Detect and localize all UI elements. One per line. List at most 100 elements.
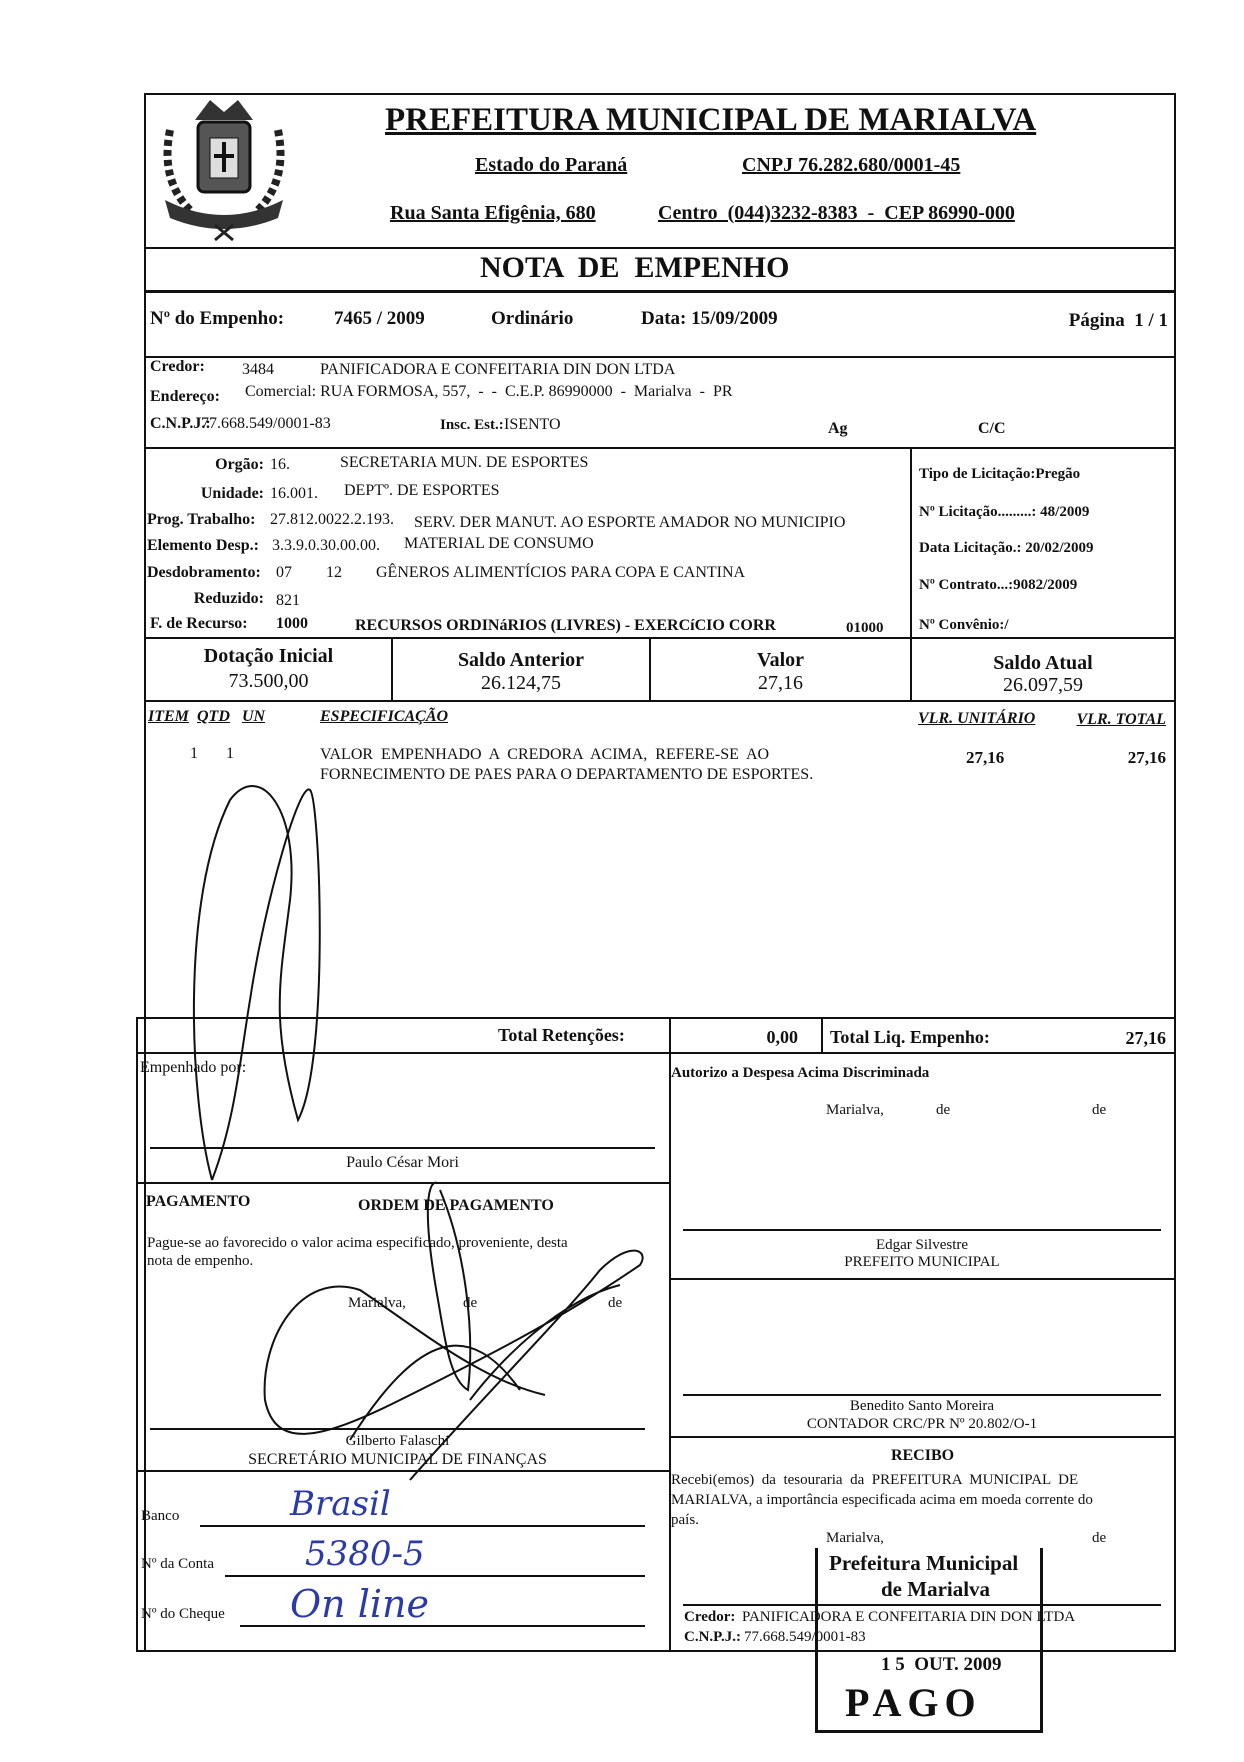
prog-label: Prog. Trabalho: bbox=[147, 511, 256, 528]
conta-value[interactable]: 5380-5 bbox=[305, 1534, 425, 1574]
item-qtd: 1 bbox=[226, 745, 234, 762]
cheque-value[interactable]: On line bbox=[290, 1582, 429, 1626]
pagamento-text2: nota de empenho. bbox=[147, 1253, 254, 1269]
recurso-value: 1000 bbox=[276, 615, 308, 632]
mayor-name: Edgar Silvestre bbox=[875, 1237, 969, 1253]
saldo-label-anterior: Saldo Anterior bbox=[457, 649, 585, 671]
cnpj-value: 77.668.549/0001-83 bbox=[201, 415, 331, 432]
col-item: ITEM bbox=[148, 708, 189, 725]
item-spec-line2: FORNECIMENTO DE PAES PARA O DEPARTAMENTO… bbox=[320, 766, 814, 783]
cheque-label: Nº do Cheque bbox=[141, 1606, 225, 1622]
autorizo-de2: de bbox=[1092, 1102, 1107, 1118]
saldo-value-atual: 26.097,59 bbox=[1003, 674, 1083, 696]
licitacao-numero: Nº Licitação.........: 48/2009 bbox=[919, 504, 1090, 520]
saldo-value-anterior: 26.124,75 bbox=[481, 672, 561, 694]
desdobramento-label: Desdobramento: bbox=[147, 564, 261, 581]
desdobramento-b: 12 bbox=[326, 564, 342, 581]
stamp-border bbox=[815, 1548, 1043, 1733]
paid-stamp: Prefeitura Municipal de Marialva 1 5 OUT… bbox=[815, 1548, 1045, 1738]
total-retencoes-label: Total Retenções: bbox=[498, 1025, 625, 1045]
stamp-date: 1 5 OUT. 2009 bbox=[881, 1654, 1002, 1675]
licitacao-tipo: Tipo de Licitação:Pregão bbox=[919, 466, 1081, 482]
document-title: NOTA DE EMPENHO bbox=[480, 251, 790, 284]
orgao-desc: SECRETARIA MUN. DE ESPORTES bbox=[340, 454, 589, 471]
elemento-desc: MATERIAL DE CONSUMO bbox=[404, 535, 594, 552]
recibo-text3: país. bbox=[671, 1512, 699, 1528]
ag-label: Ag bbox=[828, 420, 848, 437]
total-liq-label: Total Liq. Empenho: bbox=[830, 1027, 990, 1047]
desdobramento-desc: GÊNEROS ALIMENTÍCIOS PARA COPA E CANTINA bbox=[376, 564, 746, 581]
total-liq-value: 27,16 bbox=[1125, 1028, 1167, 1048]
stamp-paid: PAGO bbox=[845, 1680, 982, 1725]
pagamento-label: PAGAMENTO bbox=[146, 1193, 251, 1210]
elemento-label: Elemento Desp.: bbox=[147, 537, 259, 554]
recibo-text1: Recebi(emos) da tesouraria da PREFEITURA… bbox=[671, 1472, 1079, 1488]
autorizo-city: Marialva, bbox=[826, 1102, 884, 1118]
recurso-label: F. de Recurso: bbox=[150, 615, 248, 632]
saldo-value-dotacao: 73.500,00 bbox=[228, 670, 309, 692]
pagamento-text1: Pague-se ao favorecido o valor acima esp… bbox=[147, 1235, 568, 1251]
unidade-value: 16.001. bbox=[270, 485, 318, 502]
cc-label: C/C bbox=[978, 420, 1006, 437]
desdobramento-a: 07 bbox=[276, 564, 292, 581]
municipal-coat-of-arms-logo bbox=[150, 90, 298, 242]
col-un: UN bbox=[242, 708, 266, 725]
credor-name: PANIFICADORA E CONFEITARIA DIN DON LTDA bbox=[320, 361, 676, 378]
contador-name: Benedito Santo Moreira bbox=[849, 1398, 995, 1414]
pagamento-signer-title: SECRETÁRIO MUNICIPAL DE FINANÇAS bbox=[248, 1451, 547, 1468]
header-cnpj: CNPJ 76.282.680/0001-45 bbox=[742, 154, 961, 176]
contador-title: CONTADOR CRC/PR Nº 20.802/O-1 bbox=[806, 1416, 1038, 1432]
col-total-value: VLR. TOTAL bbox=[1076, 711, 1167, 728]
licitacao-convenio: Nº Convênio:/ bbox=[919, 617, 1009, 633]
credor-code: 3484 bbox=[242, 361, 274, 378]
address-label: Endereço: bbox=[150, 388, 220, 405]
reduzido-value: 821 bbox=[276, 592, 300, 609]
header-title: PREFEITURA MUNICIPAL DE MARIALVA bbox=[385, 102, 1037, 138]
recibo-cnpj-label: C.N.P.J.: bbox=[684, 1629, 741, 1645]
header-district-phone: Centro (044)3232-8383 - CEP 86990-000 bbox=[658, 202, 1015, 224]
elemento-value: 3.3.9.0.30.00.00. bbox=[272, 537, 380, 554]
page-number: Página 1 / 1 bbox=[1068, 310, 1168, 331]
prog-desc: SERV. DER MANUT. AO ESPORTE AMADOR NO MU… bbox=[414, 514, 846, 531]
item-unit-value: 27,16 bbox=[966, 748, 1005, 767]
orgao-label: Orgão: bbox=[215, 456, 264, 473]
recibo-city: Marialva, bbox=[826, 1530, 884, 1546]
autorizo-de1: de bbox=[936, 1102, 951, 1118]
saldo-value-valor: 27,16 bbox=[758, 672, 803, 694]
pagamento-signer: Gilberto Falaschi bbox=[345, 1433, 450, 1449]
banco-value[interactable]: Brasil bbox=[290, 1484, 391, 1524]
col-unit-value: VLR. UNITÁRIO bbox=[918, 710, 1036, 727]
empenhado-label: Empenhado por: bbox=[140, 1059, 247, 1076]
orgao-value: 16. bbox=[270, 456, 290, 473]
unidade-desc: DEPTº. DE ESPORTES bbox=[344, 482, 500, 499]
autorizo-label: Autorizo a Despesa Acima Discriminada bbox=[671, 1065, 930, 1081]
stamp-line1: Prefeitura Municipal bbox=[829, 1551, 1019, 1575]
stamp-line2: de Marialva bbox=[881, 1577, 991, 1601]
col-qtd: QTD bbox=[197, 708, 230, 725]
pagamento-city: Marialva, bbox=[348, 1295, 406, 1311]
unidade-label: Unidade: bbox=[200, 485, 264, 502]
ordem-pagamento: ORDEM DE PAGAMENTO bbox=[358, 1197, 554, 1214]
pagamento-de2: de bbox=[608, 1295, 623, 1311]
saldo-label-atual: Saldo Atual bbox=[993, 652, 1093, 674]
recibo-credor-name: PANIFICADORA E CONFEITARIA DIN DON LTDA bbox=[742, 1609, 1076, 1625]
item-spec-line1: VALOR EMPENHADO A CREDORA ACIMA, REFERE-… bbox=[320, 746, 770, 763]
recurso-code: 01000 bbox=[846, 620, 884, 636]
licitacao-contrato: Nº Contrato...:9082/2009 bbox=[919, 577, 1078, 593]
empenho-type: Ordinário bbox=[491, 308, 574, 329]
header-address: Rua Santa Efigênia, 680 bbox=[390, 202, 596, 224]
recibo-title: RECIBO bbox=[890, 1447, 955, 1464]
empenho-date: Data: 15/09/2009 bbox=[641, 308, 778, 329]
total-retencoes-value: 0,00 bbox=[766, 1027, 799, 1047]
saldo-label-valor: Valor bbox=[756, 649, 805, 671]
ie-value: ISENTO bbox=[504, 416, 561, 433]
banco-label: Banco bbox=[141, 1508, 180, 1524]
signature-paulo-cesar-mori bbox=[192, 785, 321, 1181]
credor-label: Credor: bbox=[150, 358, 205, 375]
mayor-title: PREFEITO MUNICIPAL bbox=[844, 1254, 1000, 1270]
reduzido-label: Reduzido: bbox=[193, 590, 264, 607]
col-spec: ESPECIFICAÇÃO bbox=[320, 708, 449, 725]
address-value: Comercial: RUA FORMOSA, 557, - - C.E.P. … bbox=[245, 383, 733, 400]
recibo-text2: MARIALVA, a importância especificada aci… bbox=[671, 1492, 1093, 1508]
item-total-value: 27,16 bbox=[1127, 748, 1166, 767]
